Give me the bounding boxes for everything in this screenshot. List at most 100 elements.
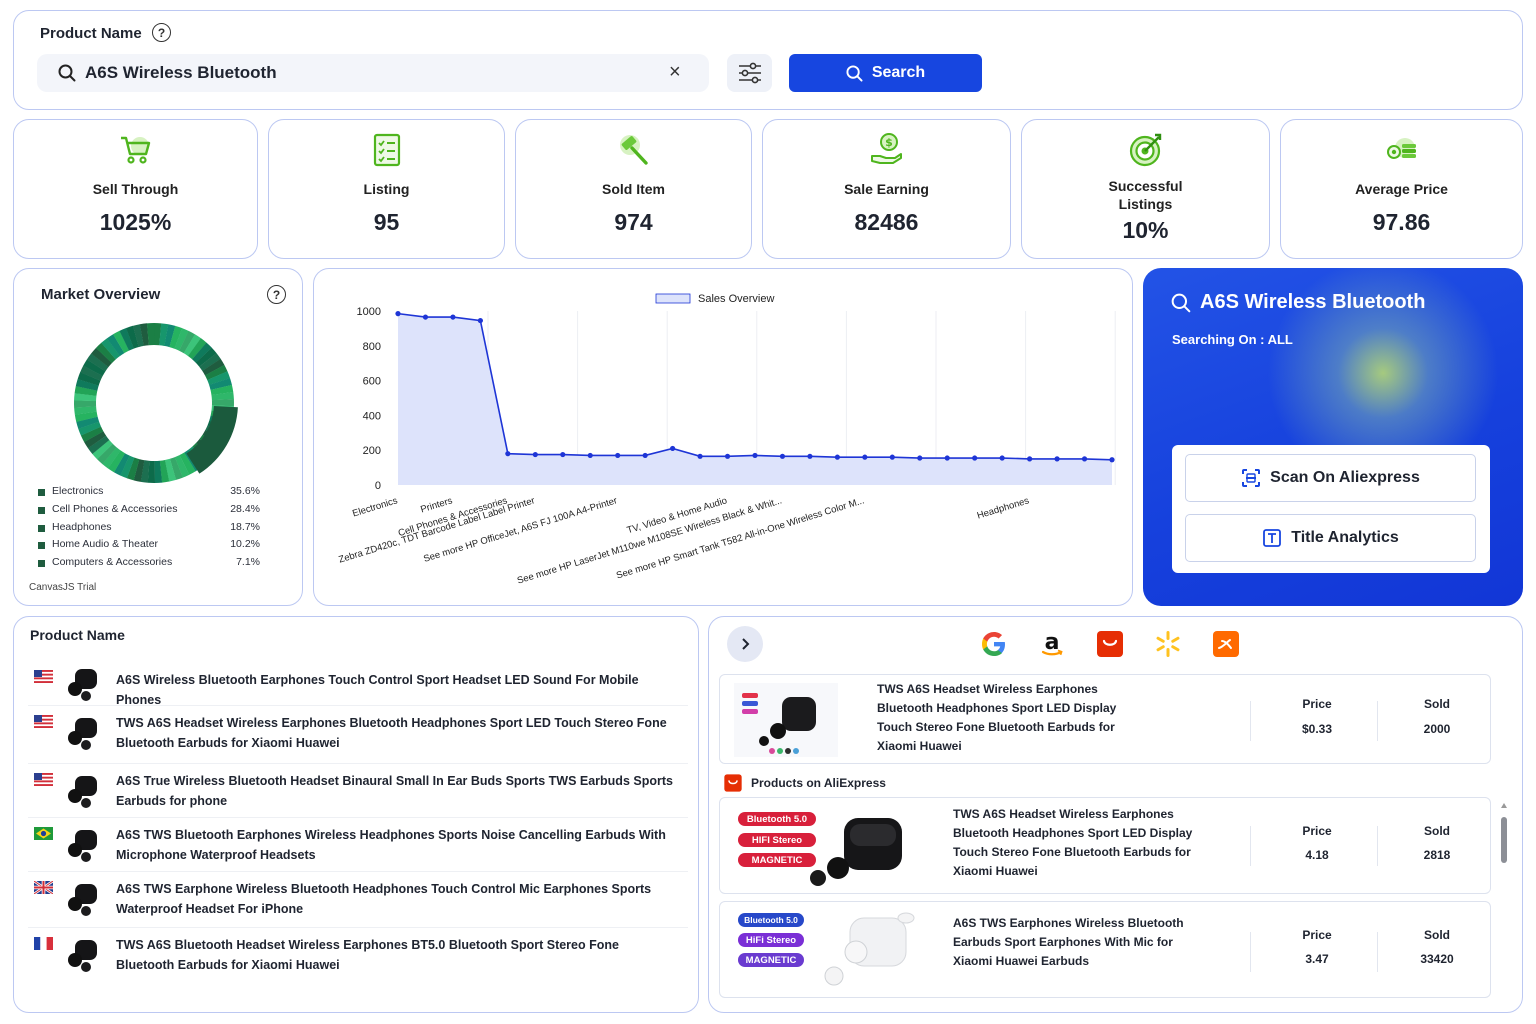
stat-card-average-price: Average Price 97.86 bbox=[1280, 119, 1523, 259]
donut-slice bbox=[179, 330, 196, 354]
y-tick-label: 1000 bbox=[357, 306, 381, 318]
y-tick-label: 600 bbox=[363, 376, 381, 388]
legend-label: Cell Phones & Accessories bbox=[52, 502, 178, 515]
donut-slice bbox=[211, 391, 234, 401]
x-tick-label: Headphones bbox=[976, 495, 1031, 521]
data-point bbox=[670, 445, 676, 452]
donut-slice bbox=[202, 358, 225, 376]
legend-item: Computers & Accessories 7.1% bbox=[38, 556, 260, 571]
scan-aliexpress-button[interactable]: Scan On Aliexpress bbox=[1185, 454, 1476, 502]
data-point bbox=[477, 317, 483, 324]
stat-label: Sold Item bbox=[601, 181, 665, 197]
stat-card-listing: Listing 95 bbox=[268, 119, 505, 259]
data-point bbox=[450, 314, 456, 320]
product-title: TWS A6S Headset Wireless Earphones Bluet… bbox=[116, 716, 667, 750]
donut-slice bbox=[74, 400, 97, 408]
feature-badge: Bluetooth 5.0 bbox=[738, 812, 816, 826]
search-value[interactable]: A6S Wireless Bluetooth bbox=[85, 63, 277, 82]
next-button[interactable] bbox=[727, 626, 763, 662]
donut-slice bbox=[169, 457, 183, 480]
data-point bbox=[395, 311, 401, 317]
product-row[interactable]: TWS A6S Headset Wireless Earphones Bluet… bbox=[28, 705, 688, 763]
sold-label: Sold bbox=[1424, 824, 1450, 838]
donut-slice bbox=[204, 364, 228, 381]
donut-slice bbox=[154, 323, 162, 346]
scan-icon bbox=[1242, 469, 1261, 487]
data-point bbox=[532, 451, 538, 458]
donut-slice bbox=[86, 353, 109, 372]
alibaba-logo-icon[interactable] bbox=[1211, 629, 1241, 659]
legend-value: 10.2% bbox=[230, 538, 260, 551]
legend-item: Electronics 35.6% bbox=[38, 485, 260, 500]
data-point bbox=[615, 452, 621, 459]
donut-slice bbox=[192, 342, 212, 363]
product-title: A6S Wireless Bluetooth Earphones Touch C… bbox=[116, 673, 639, 707]
data-point bbox=[862, 454, 868, 460]
search-icon bbox=[846, 64, 863, 82]
flag-br-icon bbox=[34, 827, 53, 840]
amazon-logo-icon[interactable]: a bbox=[1037, 629, 1067, 659]
legend-value: 28.4% bbox=[230, 502, 260, 515]
feature-badge: HIFI Stereo bbox=[738, 833, 816, 847]
search-label: Product Name bbox=[40, 25, 142, 42]
donut-slice bbox=[74, 393, 97, 402]
stat-label: Average Price bbox=[1355, 181, 1448, 197]
data-point bbox=[999, 455, 1005, 461]
aliexpress-offer[interactable]: Bluetooth 5.0 HIFI Stereo MAGNETIC TWS A… bbox=[719, 797, 1491, 894]
product-thumbnail bbox=[734, 683, 838, 757]
donut-slice bbox=[101, 338, 120, 360]
help-icon[interactable]: ? bbox=[152, 23, 171, 42]
data-point bbox=[642, 452, 648, 459]
donut-slice bbox=[209, 377, 232, 390]
donut-slice bbox=[126, 325, 139, 349]
google-logo-icon[interactable] bbox=[979, 629, 1009, 659]
aliexpress-logo-icon[interactable] bbox=[1095, 629, 1125, 659]
price-label: Price bbox=[1302, 697, 1332, 711]
offers-scrollbar[interactable] bbox=[1501, 803, 1507, 993]
donut-slice bbox=[187, 338, 207, 360]
price-value: 3.47 bbox=[1305, 952, 1329, 966]
filter-button[interactable] bbox=[727, 54, 772, 92]
data-point bbox=[889, 454, 895, 460]
flag-us-icon bbox=[34, 715, 53, 728]
sliders-icon bbox=[738, 62, 761, 84]
offer-title: TWS A6S Headset Wireless Earphones Bluet… bbox=[877, 682, 1117, 753]
donut-slice bbox=[195, 347, 217, 367]
data-point bbox=[917, 455, 923, 461]
help-icon[interactable]: ? bbox=[267, 285, 286, 304]
promo-subtitle: Searching On : ALL bbox=[1172, 332, 1293, 347]
product-thumbnail bbox=[62, 878, 102, 918]
donut-slice bbox=[76, 416, 100, 429]
title-analytics-button[interactable]: Title Analytics bbox=[1185, 514, 1476, 562]
svg-text:$: $ bbox=[885, 136, 893, 149]
donut-slice bbox=[74, 411, 98, 422]
donut-slice bbox=[146, 323, 155, 346]
donut-slice bbox=[75, 378, 99, 391]
stat-label: Successful Listings bbox=[1108, 178, 1183, 212]
search-input[interactable]: A6S Wireless Bluetooth × bbox=[37, 54, 709, 92]
data-point bbox=[560, 451, 566, 458]
product-row[interactable]: A6S TWS Bluetooth Earphones Wireless Hea… bbox=[28, 817, 688, 871]
stat-value: 974 bbox=[614, 209, 653, 235]
search-button[interactable]: Search bbox=[789, 54, 982, 92]
product-row[interactable]: A6S True Wireless Bluetooth Headset Bina… bbox=[28, 763, 688, 817]
featured-offer[interactable]: TWS A6S Headset Wireless Earphones Bluet… bbox=[719, 674, 1491, 764]
product-thumbnail bbox=[62, 824, 102, 864]
data-point bbox=[1054, 456, 1060, 462]
data-point bbox=[972, 455, 978, 461]
legend-swatch bbox=[38, 524, 45, 532]
donut-slice bbox=[113, 453, 130, 476]
walmart-logo-icon[interactable] bbox=[1153, 629, 1183, 659]
aliexpress-offer[interactable]: Bluetooth 5.0 HiFi Stereo MAGNETIC A6S T… bbox=[719, 901, 1491, 998]
product-row[interactable]: A6S Wireless Bluetooth Earphones Touch C… bbox=[28, 653, 688, 707]
product-thumbnail bbox=[62, 770, 102, 810]
search-icon bbox=[58, 64, 76, 82]
product-row[interactable]: A6S TWS Earphone Wireless Bluetooth Head… bbox=[28, 871, 688, 927]
product-row[interactable]: TWS A6S Bluetooth Headset Wireless Earph… bbox=[28, 927, 688, 985]
clear-icon[interactable]: × bbox=[669, 61, 681, 83]
feature-badge: MAGNETIC bbox=[738, 953, 804, 967]
promo-title: A6S Wireless Bluetooth bbox=[1200, 291, 1426, 313]
marketplace-results-card: a TWS A6S Headset Wireless Earphones Blu… bbox=[708, 616, 1523, 1013]
legend-swatch bbox=[38, 560, 45, 568]
donut-slice bbox=[164, 324, 176, 348]
